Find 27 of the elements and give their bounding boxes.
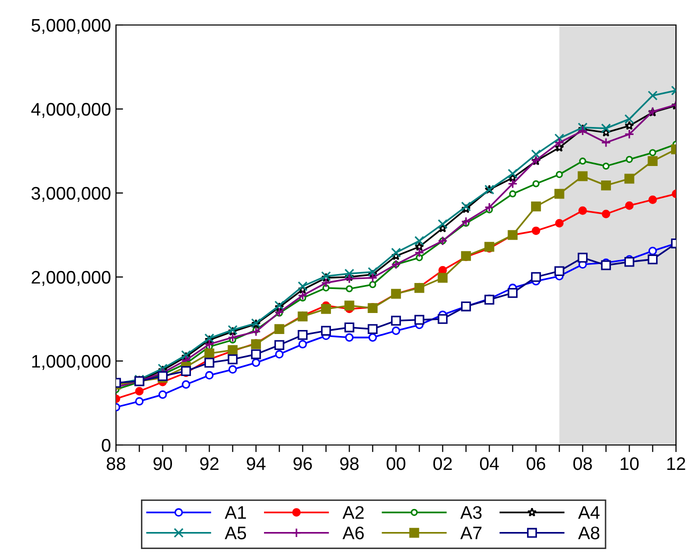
legend-label: A8: [578, 526, 600, 540]
legend-label: A6: [342, 526, 364, 540]
y-tick-label: 1,000,000: [32, 354, 110, 370]
y-tick-label: 2,000,000: [32, 270, 110, 286]
legend-label: A1: [224, 506, 246, 519]
legend-label: A3: [460, 506, 482, 519]
x-tick-label: 94: [246, 457, 266, 470]
y-tick-label: 0: [102, 438, 110, 452]
x-tick-label: 08: [573, 457, 592, 470]
x-tick-label: 10: [620, 457, 639, 470]
legend-label: A2: [342, 506, 364, 519]
x-tick-label: 98: [340, 457, 359, 470]
y-tick-label: 4,000,000: [31, 102, 110, 118]
x-tick-label: 96: [293, 457, 312, 470]
x-tick-label: 88: [106, 457, 126, 470]
x-tick-label: 00: [386, 457, 406, 470]
x-tick-label: 04: [480, 457, 499, 470]
y-tick-label: 3,000,000: [32, 186, 110, 202]
x-tick-label: 12: [667, 457, 686, 470]
x-tick-label: 02: [433, 457, 452, 470]
x-tick-label: 90: [153, 457, 172, 470]
y-tick-label: 5,000,000: [32, 18, 110, 34]
x-tick-label: 06: [526, 457, 546, 470]
legend-label: A5: [224, 526, 246, 540]
legend-label: A4: [578, 506, 600, 519]
x-tick-label: 92: [200, 457, 218, 470]
legend-label: A7: [460, 526, 482, 540]
